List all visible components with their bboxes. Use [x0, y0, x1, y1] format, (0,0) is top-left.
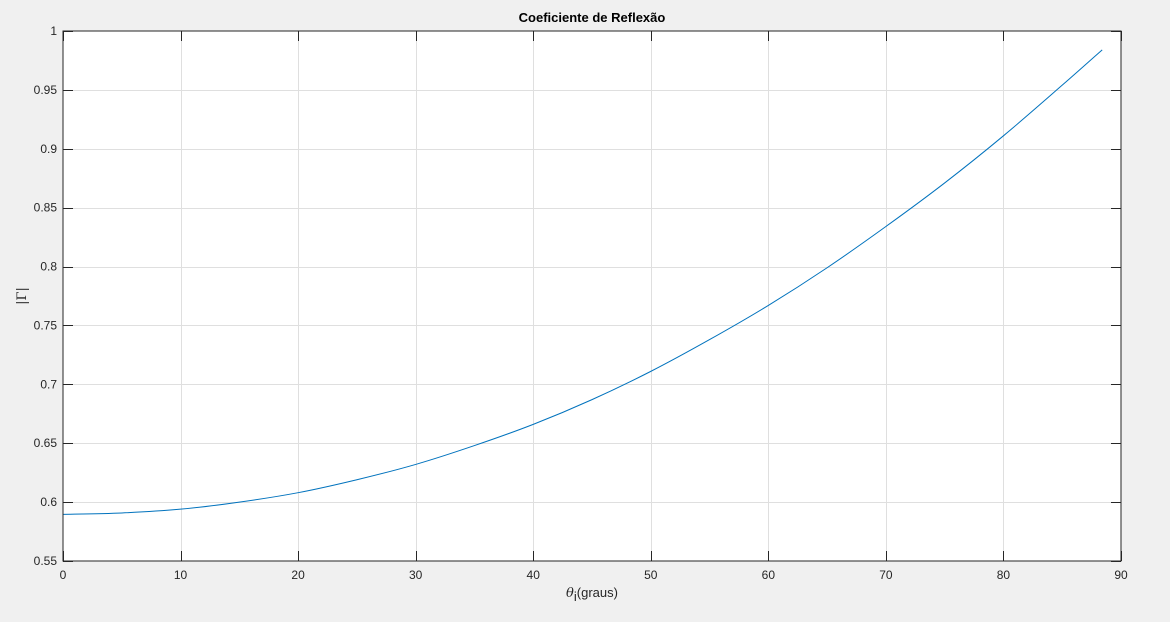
x-tick-label: 90	[1114, 568, 1128, 582]
x-tick-labels: 0 10 20 30 40 50 60 70 80 90	[60, 568, 1128, 582]
x-axis-label-subscript: i	[574, 589, 577, 604]
axes-box	[62, 30, 1122, 562]
series-layer	[62, 49, 1103, 515]
x-axis-label-symbol: θ	[566, 586, 574, 601]
series-line	[62, 49, 1103, 515]
x-tick-label: 50	[644, 568, 658, 582]
y-tick-labels: 0.55 0.6 0.65 0.7 0.75 0.8 0.85 0.9 0.95 1	[34, 24, 58, 568]
tick-marks	[63, 31, 1122, 562]
y-tick-label: 0.95	[34, 83, 58, 97]
y-tick-label: 0.7	[40, 377, 57, 391]
y-tick-label: 0.85	[34, 201, 58, 215]
x-tick-label: 20	[291, 568, 305, 582]
y-tick-label: 1	[50, 24, 57, 38]
y-axis-label: |Γ|	[15, 287, 30, 305]
y-tick-label: 0.65	[34, 436, 58, 450]
axes-background[interactable]	[63, 31, 1121, 561]
x-axis-label-text: (graus)	[577, 585, 618, 600]
chart-title: Coeficiente de Reflexão	[519, 10, 666, 25]
y-tick-label: 0.8	[40, 260, 57, 274]
x-tick-label: 80	[997, 568, 1011, 582]
x-axis-label: θi(graus)	[566, 585, 618, 604]
x-tick-label: 70	[879, 568, 893, 582]
x-tick-label: 0	[60, 568, 67, 582]
y-tick-label: 0.75	[34, 318, 58, 332]
x-tick-label: 10	[174, 568, 188, 582]
x-tick-label: 60	[762, 568, 776, 582]
x-tick-label: 40	[527, 568, 541, 582]
y-tick-label: 0.6	[40, 495, 57, 509]
y-tick-label: 0.55	[34, 554, 58, 568]
x-tick-label: 30	[409, 568, 423, 582]
y-tick-label: 0.9	[40, 142, 57, 156]
